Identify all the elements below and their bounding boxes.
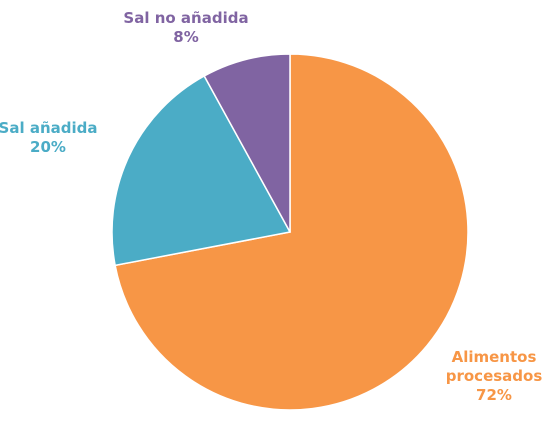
pie-slice-sal-a-adida xyxy=(111,75,292,267)
pie-slices xyxy=(111,53,469,411)
slice-label-sal-a-adida: Sal añadida 20% xyxy=(0,119,97,156)
pie-slice-sal-no-a-adida xyxy=(203,53,291,233)
slice-label-sal-no-a-adida: Sal no añadida 8% xyxy=(123,9,248,46)
pie-slice-alimentos-procesados xyxy=(114,53,469,411)
pie-labels: Alimentos procesados 72% Sal añadida 20% Sal … xyxy=(0,9,542,404)
slice-label-alimentos-procesados: Alimentos procesados 72% xyxy=(446,348,543,404)
